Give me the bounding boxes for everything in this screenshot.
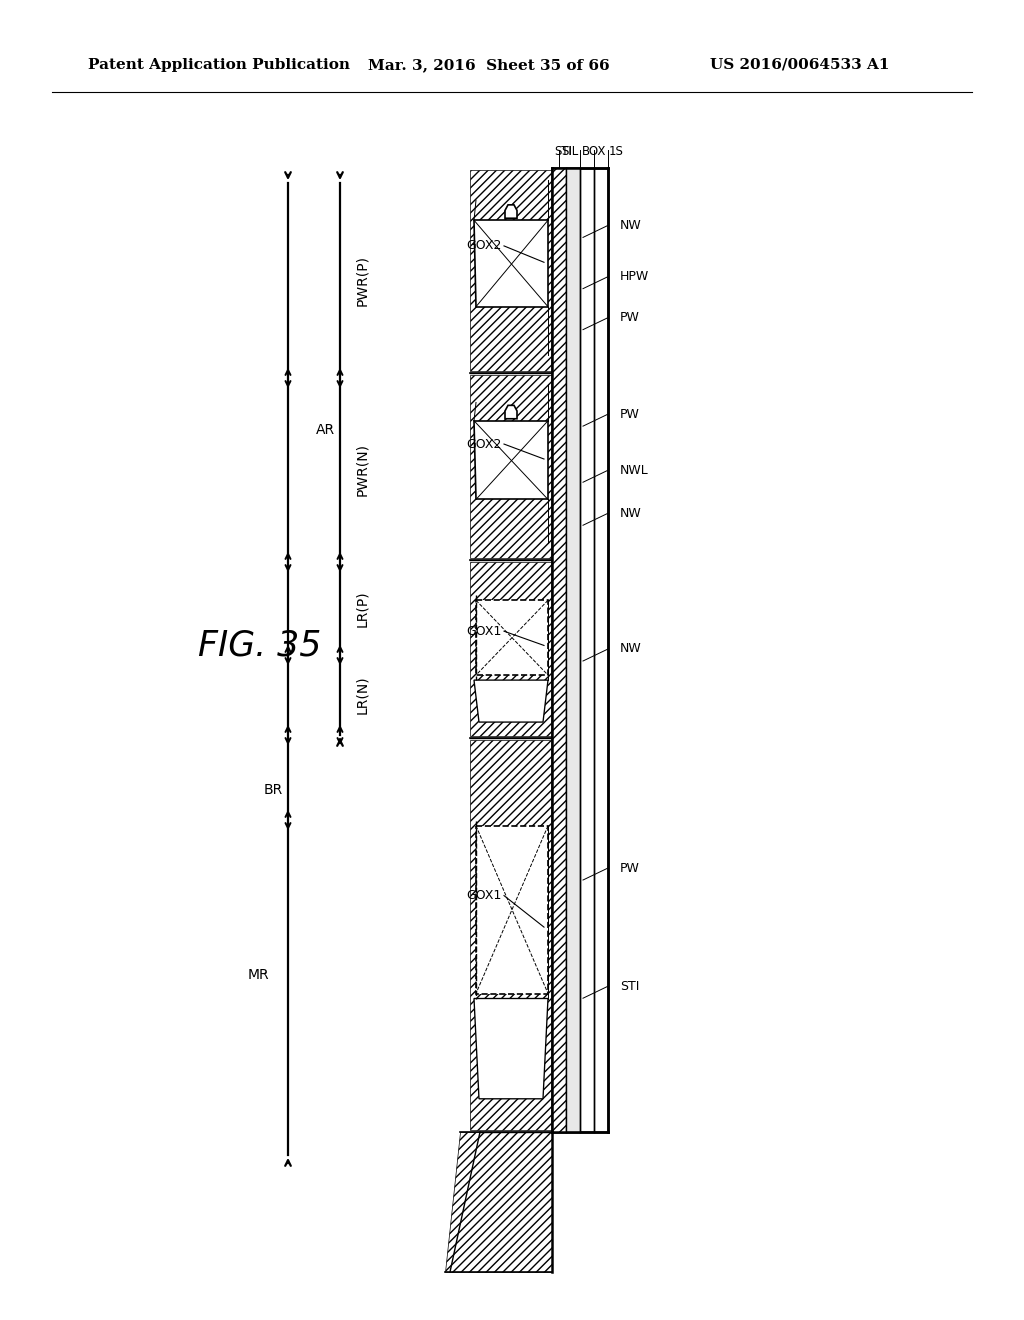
Text: GOX2: GOX2 xyxy=(467,437,502,450)
Text: AR: AR xyxy=(316,422,335,437)
Text: NW: NW xyxy=(620,219,642,232)
Text: PW: PW xyxy=(620,312,640,325)
Polygon shape xyxy=(470,170,552,371)
Polygon shape xyxy=(470,741,552,1130)
Polygon shape xyxy=(476,826,548,994)
Text: NW: NW xyxy=(620,643,642,656)
Text: US 2016/0064533 A1: US 2016/0064533 A1 xyxy=(710,58,890,73)
Polygon shape xyxy=(470,562,552,737)
Text: NW: NW xyxy=(620,507,642,520)
Text: MR: MR xyxy=(248,968,269,982)
Text: HPW: HPW xyxy=(620,271,649,284)
Polygon shape xyxy=(505,405,517,418)
Polygon shape xyxy=(566,168,580,1133)
Text: GOX1: GOX1 xyxy=(467,890,502,902)
Text: STI: STI xyxy=(620,979,639,993)
Polygon shape xyxy=(552,168,566,1133)
Text: Mar. 3, 2016  Sheet 35 of 66: Mar. 3, 2016 Sheet 35 of 66 xyxy=(368,58,609,73)
Text: LR(P): LR(P) xyxy=(355,590,369,627)
Polygon shape xyxy=(505,205,517,218)
Text: PW: PW xyxy=(620,408,640,421)
Polygon shape xyxy=(476,601,548,675)
Polygon shape xyxy=(470,375,552,558)
Text: PWR(P): PWR(P) xyxy=(355,256,369,306)
Text: BR: BR xyxy=(264,783,284,797)
Text: NWL: NWL xyxy=(620,463,649,477)
Polygon shape xyxy=(474,680,548,722)
Polygon shape xyxy=(474,220,548,306)
Text: Patent Application Publication: Patent Application Publication xyxy=(88,58,350,73)
Polygon shape xyxy=(474,421,548,499)
Polygon shape xyxy=(445,1133,552,1272)
Text: BOX: BOX xyxy=(582,145,606,158)
Text: LR(N): LR(N) xyxy=(355,676,369,714)
Text: GOX2: GOX2 xyxy=(467,239,502,252)
Text: PWR(N): PWR(N) xyxy=(355,444,369,496)
Text: 1S: 1S xyxy=(609,145,624,158)
Text: FIG. 35: FIG. 35 xyxy=(198,628,322,663)
Text: GOX1: GOX1 xyxy=(467,624,502,638)
Text: PW: PW xyxy=(620,862,640,875)
Text: STI: STI xyxy=(554,145,572,158)
Text: SIL: SIL xyxy=(562,145,579,158)
Polygon shape xyxy=(474,998,548,1098)
